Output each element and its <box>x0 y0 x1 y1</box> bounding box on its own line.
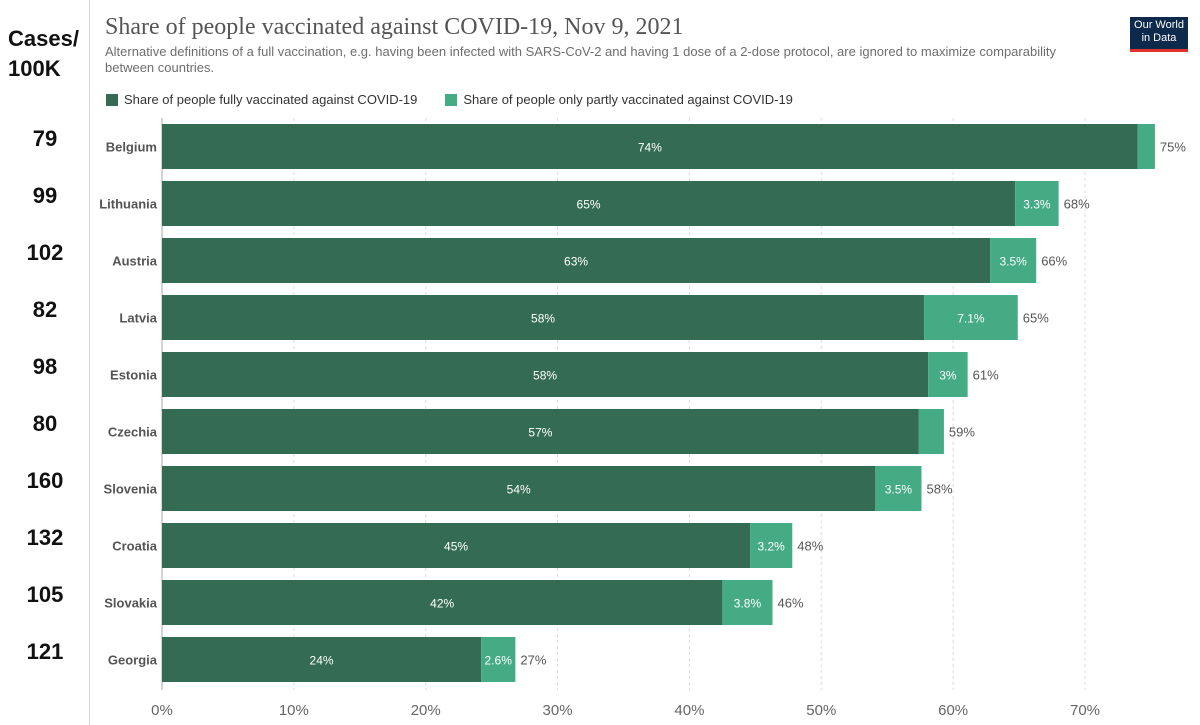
bar-label-fully: 45% <box>444 540 468 554</box>
bar-fully-vaccinated <box>162 181 1016 226</box>
bar-partly-vaccinated <box>1137 124 1155 169</box>
x-tick-label: 40% <box>674 702 704 719</box>
bar-partly-vaccinated <box>481 637 516 682</box>
cases-value: 79 <box>32 126 58 151</box>
bar-partly-vaccinated <box>722 580 773 625</box>
legend-item-fully[interactable]: Share of people fully vaccinated against… <box>106 92 417 107</box>
bar-total-label: 68% <box>1064 197 1090 212</box>
bar-label-fully: 74% <box>638 141 662 155</box>
bar-label-fully: 24% <box>310 654 334 668</box>
logo-line-1: Our World <box>1134 19 1184 31</box>
bar-total-label: 46% <box>777 596 803 611</box>
bar-total-label: 66% <box>1041 254 1067 269</box>
chart-title: Share of people vaccinated against COVID… <box>105 14 684 40</box>
cases-value: 160 <box>26 468 64 493</box>
bar-partly-vaccinated <box>750 523 793 568</box>
cases-value: 102 <box>26 240 64 265</box>
x-tick-label: 0% <box>151 702 173 719</box>
cases-header: Cases/ 100K <box>8 26 79 81</box>
bar-total-label: 59% <box>949 425 975 440</box>
cases-value: 105 <box>26 582 64 607</box>
x-tick-label: 20% <box>411 702 441 719</box>
cases-value: 98 <box>32 354 58 379</box>
bar-partly-vaccinated <box>1015 181 1059 226</box>
bar-label-partly: 7.1% <box>957 312 985 326</box>
country-label: Slovenia <box>104 482 158 497</box>
x-tick-label: 60% <box>938 702 968 719</box>
legend-swatch-partly <box>445 93 458 106</box>
bar-label-fully: 58% <box>531 312 555 326</box>
country-label: Slovakia <box>104 596 158 611</box>
country-label: Lithuania <box>99 197 158 212</box>
bar-total-label: 75% <box>1160 140 1186 155</box>
country-label: Austria <box>112 254 158 269</box>
logo-line-2: in Data <box>1141 32 1177 44</box>
cases-value: 82 <box>32 297 58 322</box>
x-tick-label: 10% <box>279 702 309 719</box>
bar-fully-vaccinated <box>162 295 925 340</box>
country-label: Belgium <box>106 140 157 155</box>
bar-label-fully: 54% <box>507 483 531 497</box>
bar-fully-vaccinated <box>162 352 929 397</box>
bar-total-label: 58% <box>926 482 952 497</box>
x-tick-label: 70% <box>1070 702 1100 719</box>
bar-partly-vaccinated <box>924 295 1018 340</box>
cases-value: 99 <box>32 183 58 208</box>
bar-fully-vaccinated <box>162 523 751 568</box>
legend-item-partly[interactable]: Share of people only partly vaccinated a… <box>445 92 793 107</box>
bar-label-partly: 3% <box>939 369 957 383</box>
bar-fully-vaccinated <box>162 409 919 454</box>
country-label: Estonia <box>110 368 158 383</box>
bar-label-partly: 3.2% <box>758 540 786 554</box>
bar-fully-vaccinated <box>162 124 1138 169</box>
legend: Share of people fully vaccinated against… <box>106 92 821 107</box>
bar-total-label: 61% <box>973 368 999 383</box>
bar-fully-vaccinated <box>162 637 482 682</box>
bar-total-label: 27% <box>520 653 546 668</box>
country-label: Croatia <box>112 539 158 554</box>
bar-label-partly: 3.5% <box>885 483 913 497</box>
bar-label-fully: 42% <box>430 597 454 611</box>
bar-fully-vaccinated <box>162 238 991 283</box>
bar-fully-vaccinated <box>162 580 723 625</box>
x-tick-label: 50% <box>806 702 836 719</box>
bar-partly-vaccinated <box>928 352 968 397</box>
bar-partly-vaccinated <box>918 409 944 454</box>
cases-value: 132 <box>26 525 64 550</box>
owid-logo[interactable]: Our World in Data <box>1130 17 1188 52</box>
bar-label-partly: 3.3% <box>1023 198 1051 212</box>
bar-label-fully: 63% <box>564 255 588 269</box>
country-label: Czechia <box>108 425 158 440</box>
cases-panel: Cases/ 100K 79 99 102 82 98 80 160 132 105 121 <box>0 0 90 725</box>
bar-label-fully: 57% <box>528 426 552 440</box>
bar-label-fully: 58% <box>533 369 557 383</box>
bar-label-partly: 2.6% <box>485 654 513 668</box>
bar-label-partly: 3.8% <box>734 597 762 611</box>
country-label: Latvia <box>119 311 157 326</box>
bar-fully-vaccinated <box>162 466 876 511</box>
bar-total-label: 65% <box>1023 311 1049 326</box>
chart-subtitle: Alternative definitions of a full vaccin… <box>105 44 1056 75</box>
legend-swatch-fully <box>106 93 118 106</box>
country-label: Georgia <box>108 653 158 668</box>
legend-label-fully: Share of people fully vaccinated against… <box>124 92 418 107</box>
cases-value: 80 <box>32 411 58 436</box>
bar-partly-vaccinated <box>990 238 1037 283</box>
x-tick-label: 30% <box>543 702 573 719</box>
bar-total-label: 48% <box>797 539 823 554</box>
bar-label-fully: 65% <box>577 198 601 212</box>
bar-label-partly: 3.5% <box>999 255 1027 269</box>
legend-label-partly: Share of people only partly vaccinated a… <box>463 92 793 107</box>
bar-partly-vaccinated <box>875 466 922 511</box>
cases-value: 121 <box>26 639 64 664</box>
